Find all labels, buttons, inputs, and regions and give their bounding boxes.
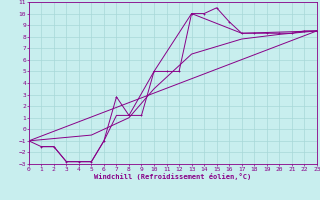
X-axis label: Windchill (Refroidissement éolien,°C): Windchill (Refroidissement éolien,°C) [94, 173, 252, 180]
